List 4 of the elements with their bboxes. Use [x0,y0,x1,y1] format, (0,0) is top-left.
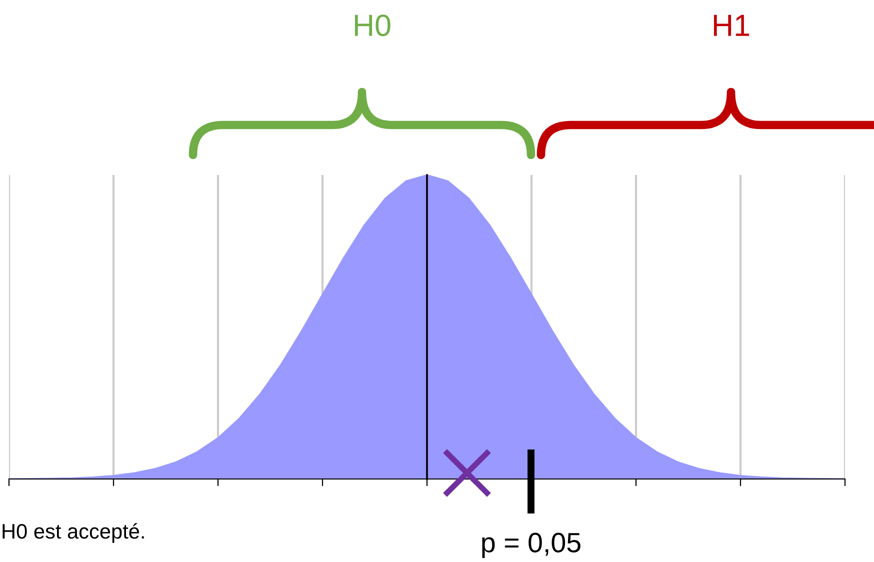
text: H1 [714,14,750,36]
text: p = 0,05 [482,532,580,558]
text: H0 [354,14,390,36]
text: H0 est accepté. [2,523,144,543]
